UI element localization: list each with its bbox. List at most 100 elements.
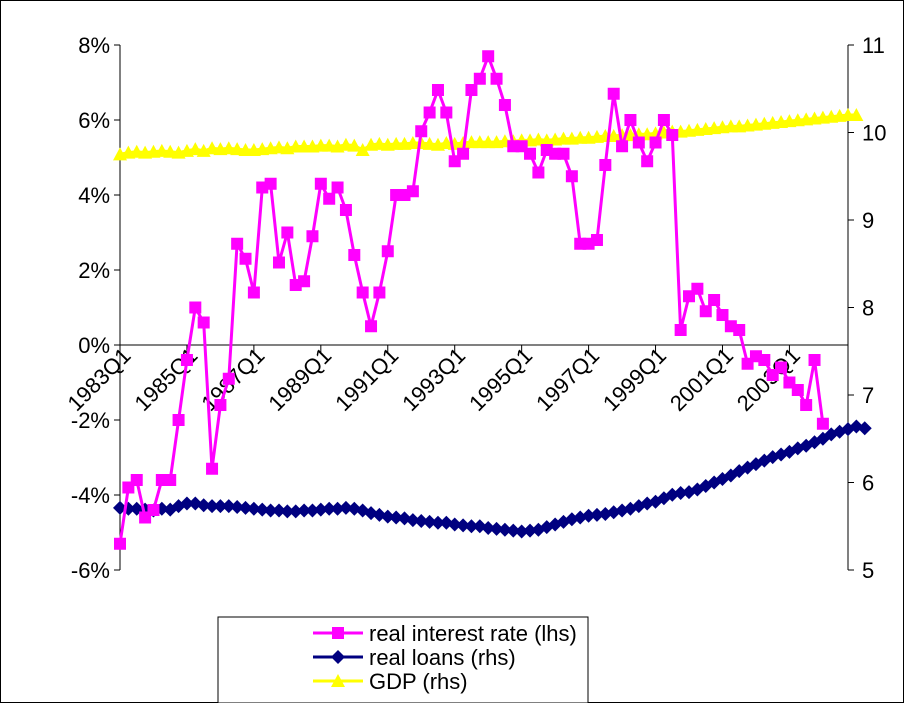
marker-square [239, 252, 252, 265]
marker-square [180, 354, 193, 366]
marker-diamond [196, 498, 211, 513]
marker-square [323, 192, 336, 205]
legend: real interest rate (lhs)real loans (rhs)… [217, 616, 589, 704]
marker-square [231, 237, 244, 250]
marker-square [306, 230, 319, 243]
marker-triangle [355, 143, 370, 156]
marker-triangle [849, 108, 864, 121]
marker-square [657, 114, 670, 126]
marker-square [524, 147, 537, 160]
marker-diamond [589, 507, 604, 522]
marker-diamond [213, 499, 228, 514]
marker-triangle [531, 132, 546, 146]
marker-diamond [280, 504, 295, 519]
marker-diamond [330, 501, 345, 516]
marker-diamond [288, 504, 303, 519]
marker-square [440, 106, 453, 119]
marker-square [415, 125, 428, 138]
series-real [113, 419, 872, 539]
marker-square [649, 136, 662, 149]
marker-square [147, 504, 160, 516]
y-left-tick-label: -6% [71, 558, 110, 583]
marker-triangle [271, 140, 286, 154]
marker-triangle [422, 136, 437, 150]
marker-square [281, 226, 294, 239]
marker-square [498, 99, 511, 111]
marker-diamond [230, 500, 245, 514]
marker-diamond [857, 421, 872, 436]
marker-triangle [163, 144, 178, 158]
marker-diamond [464, 519, 479, 534]
y-right-tick-label: 5 [862, 558, 874, 583]
marker-square [423, 106, 436, 119]
marker-square [314, 177, 327, 190]
marker-square [708, 294, 721, 306]
y-left-tick-label: -2% [71, 408, 110, 433]
marker-square [339, 204, 352, 216]
marker-diamond [422, 514, 437, 529]
marker-diamond [238, 500, 253, 515]
y-right-tick-label: 11 [862, 33, 885, 58]
marker-diamond [489, 521, 504, 536]
y-right-tick-label: 7 [862, 383, 874, 408]
marker-diamond [389, 510, 404, 525]
y-left-tick-label: 8% [78, 33, 110, 58]
legend-box [217, 616, 589, 704]
marker-square [365, 320, 378, 333]
marker-diamond [581, 508, 596, 523]
marker-square [733, 324, 746, 336]
marker-square [247, 286, 260, 299]
y-right-tick-label: 9 [862, 208, 874, 233]
marker-diamond [221, 499, 236, 514]
marker-square [381, 245, 394, 258]
marker-square [164, 474, 177, 486]
marker-square [557, 147, 570, 160]
marker-triangle [439, 136, 454, 149]
marker-square [222, 372, 235, 385]
y-right-tick-label: 8 [862, 296, 874, 321]
marker-square [264, 177, 277, 190]
marker-triangle [322, 138, 337, 152]
marker-diamond [271, 503, 286, 518]
marker-square [624, 114, 637, 126]
y-right-tick-label: 6 [862, 471, 874, 496]
marker-square [473, 72, 486, 85]
marker-diamond [514, 524, 529, 539]
marker-square [674, 324, 687, 336]
marker-diamond [481, 521, 496, 535]
marker-triangle [230, 142, 245, 156]
marker-diamond [331, 650, 345, 664]
marker-triangle [338, 137, 353, 151]
y-left-tick-label: -4% [71, 483, 110, 508]
marker-triangle [188, 142, 203, 156]
marker-square [406, 185, 419, 198]
marker-triangle [154, 143, 169, 157]
marker-square [775, 361, 788, 374]
marker-square [431, 84, 444, 96]
marker-diamond [263, 503, 278, 518]
marker-diamond [673, 486, 688, 500]
marker-triangle [372, 136, 387, 150]
marker-square [332, 627, 344, 639]
marker-square [331, 181, 344, 194]
series-real [114, 50, 829, 550]
marker-square [206, 462, 219, 475]
legend-label: real interest rate (lhs) [369, 621, 577, 646]
marker-diamond [305, 503, 320, 518]
legend-label: real loans (rhs) [369, 645, 516, 670]
marker-diamond [205, 499, 220, 514]
marker-square [808, 354, 821, 366]
marker-square [298, 275, 311, 288]
marker-diamond [246, 501, 261, 516]
marker-diamond [380, 509, 395, 524]
marker-square [272, 256, 285, 269]
marker-triangle [205, 141, 220, 155]
marker-triangle [347, 138, 362, 152]
marker-square [691, 282, 704, 295]
marker-square [699, 305, 712, 318]
marker-diamond [506, 523, 521, 538]
y-left-tick-label: 0% [78, 333, 110, 358]
marker-square [791, 384, 804, 396]
marker-square [607, 87, 620, 100]
marker-square [482, 50, 495, 63]
